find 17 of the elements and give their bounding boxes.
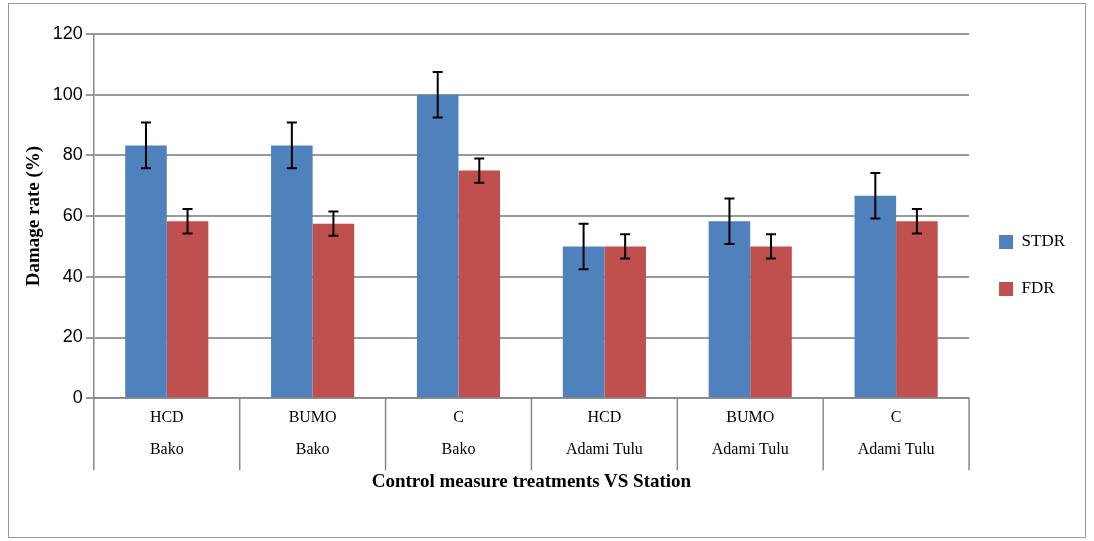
x-tick-label: HCD Adami Tulu [565,408,643,458]
x-tick-label: C Bako [441,408,476,458]
y-axis-title: Damage rate (%) [22,145,45,287]
legend-label: STDR [1021,231,1066,251]
x-axis-title: Control measure treatments VS Station [371,469,692,491]
y-tick-label: 80 [62,144,83,165]
y-tick-label: 40 [62,265,83,286]
legend-label: FDR [1021,278,1056,298]
x-tick-label: C Adami Tulu [857,408,935,458]
y-tick-label: 20 [62,326,83,347]
x-tick-label: BUMO Adami Tulu [711,408,789,458]
y-tick-label: 60 [62,205,83,226]
y-tick-label: 100 [52,83,83,104]
x-tick-label: BUMO Bako [288,408,337,458]
y-tick-label: 0 [72,387,83,408]
x-tick-label: HCD Bako [149,408,184,458]
y-tick-label: 120 [52,22,83,43]
